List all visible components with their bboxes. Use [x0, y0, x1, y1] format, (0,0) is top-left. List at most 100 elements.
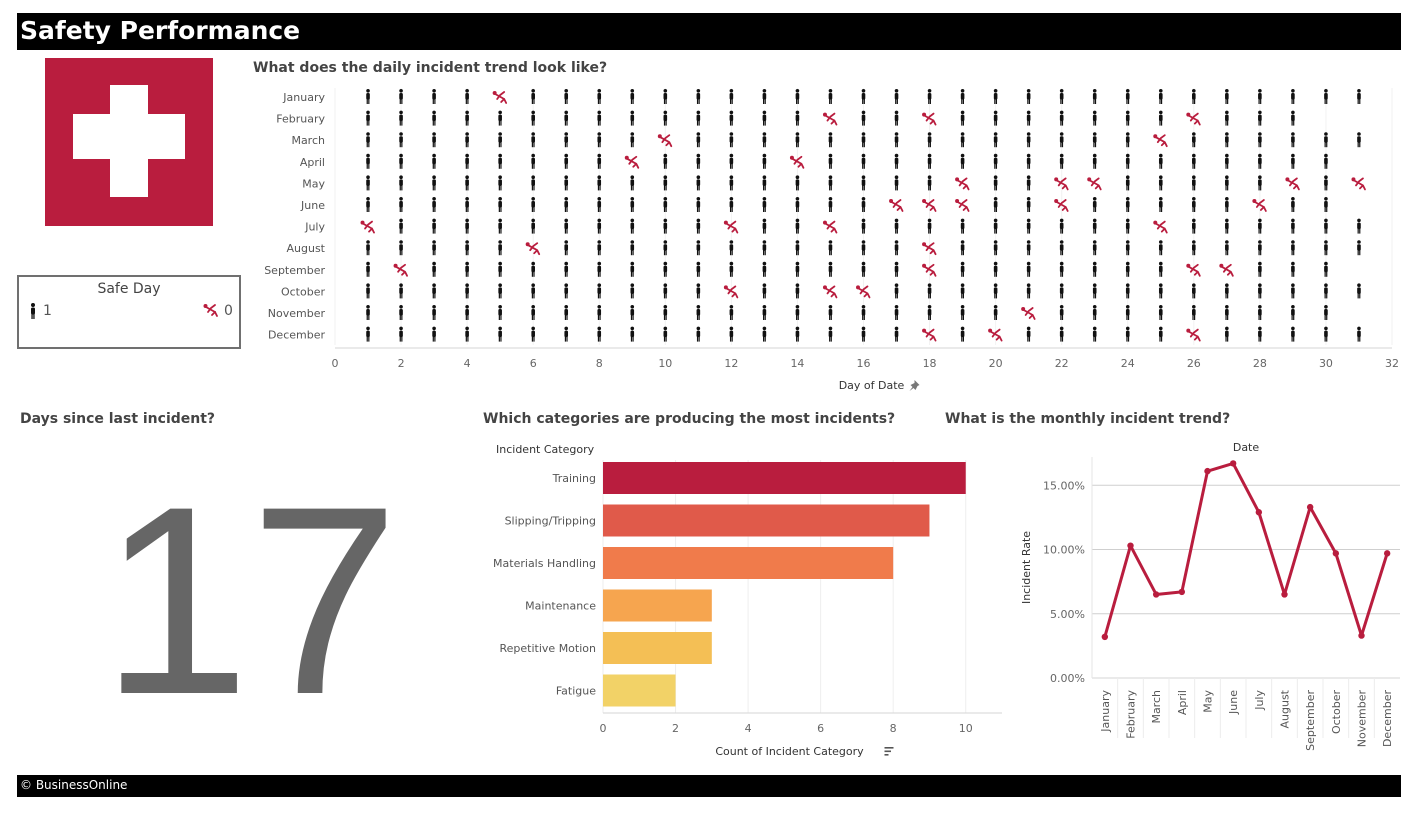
- safe-day-mark: [1258, 132, 1262, 148]
- safe-day-mark: [630, 132, 635, 148]
- safe-day-mark: [1158, 326, 1163, 342]
- safe-day-mark: [993, 305, 998, 320]
- safe-day-mark: [498, 153, 502, 169]
- safe-day-mark: [630, 305, 635, 320]
- safe-day-mark: [1158, 153, 1163, 169]
- safe-day-mark: [498, 197, 502, 212]
- incident-mark: [889, 199, 904, 212]
- category-label: Maintenance: [525, 600, 596, 613]
- safe-day-mark: [597, 175, 602, 191]
- safe-day-mark: [597, 240, 602, 256]
- safe-day-mark: [531, 326, 535, 342]
- safe-day-mark: [366, 132, 370, 148]
- safe-day-mark: [1258, 218, 1262, 234]
- safe-day-mark: [1059, 153, 1064, 169]
- safe-day-mark: [630, 218, 635, 234]
- safe-day-mark: [1291, 132, 1295, 148]
- daily-incident-chart[interactable]: January February March April May June July Augu…: [250, 80, 1410, 400]
- safe-day-mark: [1192, 305, 1196, 320]
- data-point: [1306, 503, 1314, 511]
- legend-title: Safe Day: [97, 281, 161, 297]
- safe-day-mark: [1324, 283, 1328, 299]
- safe-day-mark: [861, 326, 866, 342]
- safe-day-mark: [1291, 197, 1295, 212]
- safe-day-mark: [1291, 153, 1295, 169]
- safe-day-mark: [1026, 89, 1031, 104]
- y-tick-label: 5.00%: [1050, 608, 1085, 621]
- monthly-trend-chart[interactable]: Date 0.00% 5.00% 10.00% 15.00% Incident Rate J…: [1010, 435, 1405, 770]
- safe-day-mark: [762, 283, 767, 299]
- safe-day-mark: [663, 175, 668, 191]
- safe-day-mark: [828, 153, 833, 169]
- safe-day-mark: [366, 305, 370, 320]
- safe-day-mark: [1059, 218, 1064, 234]
- incident-mark: [393, 263, 408, 277]
- copyright-text: © BusinessOnline: [20, 778, 128, 792]
- safe-day-mark: [1059, 110, 1064, 126]
- safe-day-mark: [993, 240, 998, 256]
- x-tick-label: 14: [790, 357, 804, 370]
- safe-day-mark: [465, 89, 469, 104]
- safe-day-mark: [993, 132, 998, 148]
- safe-day-mark: [1258, 110, 1262, 126]
- footer-bar: © BusinessOnline: [17, 775, 1401, 797]
- category-bar-chart[interactable]: Incident Category Training Slipping/Trippi…: [480, 435, 1005, 765]
- safe-day-mark: [927, 305, 932, 320]
- safe-day-mark: [861, 218, 866, 234]
- safe-day-mark: [366, 283, 370, 299]
- safe-day-mark: [960, 89, 965, 104]
- x-tick-label: 16: [857, 357, 871, 370]
- safe-day-mark: [1225, 132, 1229, 148]
- safe-day-mark: [828, 305, 833, 320]
- safe-day-mark: [927, 132, 932, 148]
- safe-day-mark: [1324, 240, 1328, 256]
- safe-day-legend[interactable]: Safe Day 1 0: [17, 275, 241, 349]
- safe-day-mark: [960, 218, 965, 234]
- x-tick-label: 32: [1385, 357, 1399, 370]
- safe-day-mark: [399, 132, 403, 148]
- safe-day-mark: [465, 240, 469, 256]
- incident-mark: [1219, 263, 1234, 277]
- safe-day-mark: [894, 305, 899, 320]
- y-tick-label: 10.00%: [1043, 544, 1085, 557]
- category-bar: [603, 589, 712, 622]
- safe-day-mark: [696, 326, 701, 342]
- safe-day-mark: [1158, 283, 1163, 299]
- x-tick-label: 10: [959, 722, 973, 735]
- incident-mark: [955, 199, 970, 212]
- safe-day-mark: [861, 240, 866, 256]
- safe-day-mark: [1059, 132, 1064, 148]
- incident-mark: [657, 134, 673, 148]
- safe-day-mark: [597, 110, 602, 126]
- safe-day-mark: [762, 110, 767, 126]
- safe-day-mark: [1291, 283, 1295, 299]
- incident-mark: [1351, 177, 1366, 191]
- x-tick-label: 12: [724, 357, 738, 370]
- safe-day-mark: [729, 89, 734, 104]
- safe-day-mark: [465, 153, 469, 169]
- x-tick-label: December: [1381, 690, 1394, 748]
- safe-day-mark: [663, 89, 668, 104]
- incident-mark: [1285, 177, 1300, 191]
- safe-day-mark: [564, 89, 569, 104]
- safe-day-mark: [1192, 240, 1196, 256]
- safe-day-mark: [399, 89, 403, 104]
- safe-day-mark: [828, 240, 833, 256]
- safe-day-mark: [795, 240, 800, 256]
- safe-day-mark: [1125, 153, 1130, 169]
- safe-day-mark: [795, 261, 800, 277]
- safe-day-mark: [1324, 326, 1328, 342]
- safe-day-mark: [828, 175, 833, 191]
- x-tick-label: 20: [989, 357, 1003, 370]
- y-axis-title: Incident Rate: [1020, 531, 1033, 604]
- safe-day-mark: [696, 153, 701, 169]
- category-label: Repetitive Motion: [500, 642, 596, 655]
- incident-mark: [922, 328, 937, 342]
- safe-day-mark: [1291, 240, 1295, 256]
- safe-day-mark: [894, 261, 899, 277]
- safe-day-mark: [1357, 218, 1361, 234]
- legend-safe-label: 1: [43, 303, 52, 319]
- safe-day-mark: [894, 89, 899, 104]
- category-bar: [603, 462, 966, 494]
- safe-day-mark: [993, 197, 998, 212]
